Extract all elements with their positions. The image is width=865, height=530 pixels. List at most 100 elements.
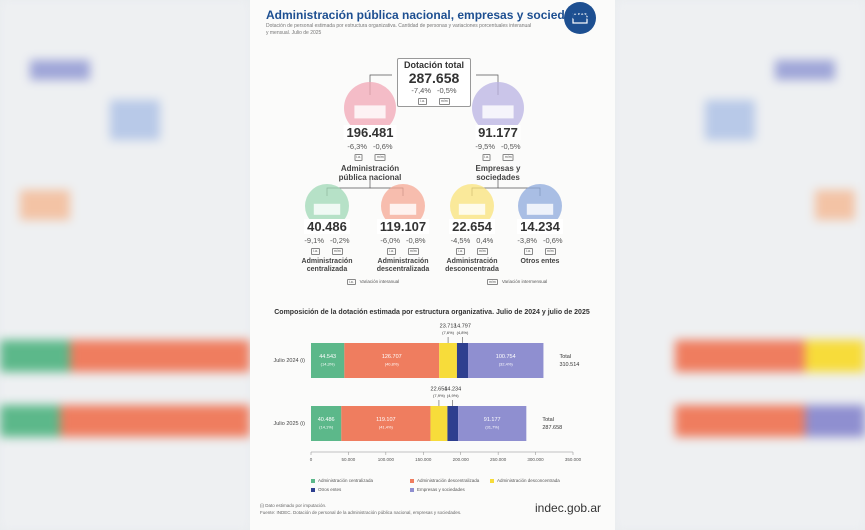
x-tick-label: 0 — [310, 457, 313, 462]
chip-row: i.a. m/m — [441, 245, 503, 255]
bar-segment — [439, 343, 457, 378]
variation-ia: -4,5% — [450, 236, 471, 245]
node-value: 22.654 — [449, 219, 495, 234]
variation-mm: 0,4% — [476, 236, 494, 245]
title: Administración pública nacional, empresa… — [266, 8, 593, 22]
value-label: 119.107 — [376, 417, 395, 423]
node-level3: 119.107 -6,0% -0,8% i.a. m/m Administración d… — [372, 218, 434, 274]
legend-label: Empresas y sociedades — [417, 487, 466, 492]
node-level3: 22.654 -4,5% 0,4% i.a. m/m Administración des… — [441, 218, 503, 274]
chip: m/m — [331, 248, 343, 255]
chip-row: i.a. m/m — [404, 95, 464, 105]
x-tick-label: 300.000 — [527, 457, 544, 462]
legend-swatch — [490, 479, 494, 483]
logo-shape — [572, 13, 588, 24]
legend-item: i.a. Variación interanual — [347, 279, 399, 285]
share-label: (14,3%) — [321, 362, 336, 367]
chip-row: i.a. m/m — [296, 245, 358, 255]
logo-icon — [564, 2, 596, 34]
node-label: Empresas y sociedades — [475, 164, 521, 182]
chip: m/m — [487, 279, 498, 285]
chip: m/m — [544, 248, 556, 255]
node-label: Administración desconcentrada — [445, 258, 499, 273]
legend-label: Administración centralizada — [318, 478, 374, 483]
graphics: Composición de la dotación estimada por … — [274, 2, 596, 492]
total-title: Dotación total — [404, 60, 464, 70]
variation-ia: -6,0% — [380, 236, 400, 245]
legend-label: Administración desconcentrada — [497, 478, 560, 483]
bar-segment — [311, 343, 345, 378]
legend-swatch — [311, 479, 315, 483]
share-label: (31,7%) — [485, 425, 500, 430]
footnote: (i) Dato estimado por imputación. — [260, 503, 327, 508]
value-label: 23.713 — [440, 323, 457, 329]
share-label: (4,8%) — [457, 330, 469, 335]
chip: m/m — [374, 154, 386, 161]
blurred-right — [615, 0, 865, 530]
category-label: Julio 2025 (i) — [274, 421, 306, 427]
chip: i.a. — [354, 154, 363, 161]
chip: i.a. — [418, 98, 427, 105]
legend-label: Otros entes — [318, 487, 342, 492]
node-value: 14.234 — [517, 219, 563, 234]
variation-ia: -9,5% — [475, 142, 495, 151]
node-value: 196.481 — [343, 125, 397, 140]
share-label: (7,9%) — [433, 393, 445, 398]
chip-row: i.a. m/m — [509, 245, 571, 255]
variation-row: -6,0% -0,8% — [372, 236, 434, 245]
share-label: (14,1%) — [319, 425, 334, 430]
node-value: 119.107 — [376, 219, 430, 234]
legend-swatch — [410, 479, 414, 483]
node-level2: 196.481 -6,3% -0,6% i.a. m/m Administración p… — [333, 124, 408, 182]
value-label: 22.654 — [431, 386, 448, 392]
subtitle: Dotación de personal estimada por estruc… — [266, 23, 531, 37]
share-label: (32,4%) — [499, 362, 514, 367]
chart-title: Composición de la dotación estimada por … — [274, 309, 590, 316]
bar-segment — [341, 406, 431, 441]
icon-building — [389, 203, 417, 215]
icon-building — [482, 105, 514, 119]
chip: i.a. — [524, 248, 533, 255]
total-box: Dotación total 287.658 -7,4% -0,5% i.a. m/m — [397, 58, 471, 107]
chip-row: i.a. m/m — [372, 245, 434, 255]
node-label: Otros entes — [520, 258, 560, 265]
variation-ia: -9,1% — [304, 236, 324, 245]
value-label: 40.486 — [318, 417, 335, 423]
infographic: Composición de la dotación estimada por … — [250, 0, 615, 530]
legend-swatch — [410, 488, 414, 492]
x-tick-label: 350.000 — [565, 457, 582, 462]
share-label: (41,4%) — [379, 425, 394, 430]
blurred-left — [0, 0, 250, 530]
variation-ia: -7,4% — [411, 86, 431, 95]
value-label: 44.543 — [319, 354, 336, 360]
node-value: 91.177 — [475, 125, 521, 140]
share-label: (40,8%) — [385, 362, 400, 367]
total-value: 287.658 — [542, 425, 562, 431]
x-tick-label: 150.000 — [415, 457, 432, 462]
variation-mm: -0,6% — [543, 236, 563, 245]
bar-segment — [458, 406, 527, 441]
node-level3: 14.234 -3,8% -0,6% i.a. m/m Otros entes — [509, 218, 571, 266]
footnotes: (i) Dato estimado por imputación. Fuente… — [260, 502, 461, 516]
chip: m/m — [502, 154, 514, 161]
x-tick-label: 250.000 — [490, 457, 507, 462]
variation-row: -9,5% -0,5% — [461, 142, 536, 151]
icon-building — [354, 105, 386, 119]
chip: m/m — [438, 98, 450, 105]
variation-mm: -0,8% — [406, 236, 426, 245]
subtitle-line: Dotación de personal estimada por estruc… — [266, 23, 532, 29]
variation-row: -9,1% -0,2% — [296, 236, 358, 245]
chip: i.a. — [311, 248, 320, 255]
variation-row: -7,4% -0,5% — [404, 86, 464, 95]
node-level3: 40.486 -9,1% -0,2% i.a. m/m Administración ce… — [296, 218, 358, 274]
icon-building — [526, 203, 554, 215]
value-label: 91.177 — [484, 417, 501, 423]
legend-swatch — [311, 488, 315, 492]
bar-segment — [456, 343, 469, 378]
bar-segment — [430, 406, 448, 441]
node-label: Administración descentralizada — [376, 258, 430, 273]
icon-building — [313, 203, 341, 215]
legend-text: Variación interanual — [359, 279, 400, 284]
chip-row: i.a. m/m — [461, 151, 536, 161]
